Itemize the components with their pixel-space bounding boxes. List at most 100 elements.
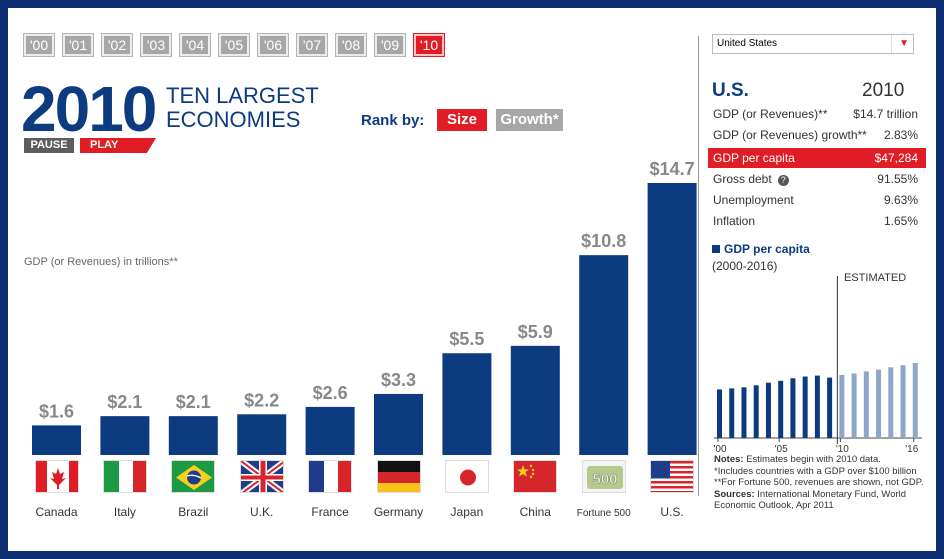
bar[interactable] <box>647 183 697 455</box>
chevron-down-icon: ▼ <box>899 38 909 49</box>
stat-gdp-growth: GDP (or Revenues) growth** 2.83% <box>708 125 926 145</box>
notes-label: Notes: <box>714 454 744 465</box>
canada-flag-icon[interactable] <box>34 460 79 493</box>
year-tab[interactable]: '10 <box>413 33 445 57</box>
italy-flag-icon[interactable] <box>102 460 147 493</box>
stat-label: GDP (or Revenues)** <box>713 107 828 121</box>
japan-flag-icon[interactable] <box>444 460 489 493</box>
mini-chart-bar <box>851 373 857 438</box>
country-label: Italy <box>114 505 136 519</box>
bar[interactable] <box>32 425 81 455</box>
stat-label: Gross debt? <box>713 172 789 186</box>
sources: Sources: International Monetary Fund, Wo… <box>714 489 926 512</box>
bar-value-label: $2.2 <box>244 390 279 410</box>
bar[interactable] <box>305 406 355 455</box>
gdp-axis-label: GDP (or Revenues) in trillions** <box>24 256 178 268</box>
country-label: Brazil <box>178 505 208 519</box>
year-tab[interactable]: '08 <box>335 33 367 57</box>
year-tab[interactable]: '03 <box>140 33 172 57</box>
bar[interactable] <box>374 393 423 455</box>
stat-label-text: Gross debt <box>713 172 772 186</box>
mini-chart-bar <box>753 385 759 438</box>
country-label: France <box>311 505 349 519</box>
year-tab[interactable]: '01 <box>62 33 94 57</box>
select-arrow-box <box>891 35 913 53</box>
bar[interactable] <box>442 353 492 455</box>
stat-gross-debt[interactable]: Gross debt? 91.55% <box>708 169 926 189</box>
country-label: U.K. <box>250 505 273 519</box>
pause-button[interactable]: PAUSE <box>24 138 74 153</box>
year-tab[interactable]: '02 <box>101 33 133 57</box>
sources-text: International Monetary Fund, World Econo… <box>714 488 907 512</box>
stat-gdp-per-capita[interactable]: GDP per capita $47,284 <box>708 148 926 168</box>
country-label: Japan <box>451 505 484 519</box>
bar-value-label: $2.1 <box>176 392 211 412</box>
rank-growth-button[interactable]: Growth* <box>496 109 563 131</box>
bar[interactable] <box>100 416 150 455</box>
us-flag-icon[interactable] <box>650 460 695 493</box>
mini-chart-bar <box>790 378 796 438</box>
mini-chart-bar <box>827 377 833 438</box>
mini-chart-tick-label: '05 <box>775 444 788 455</box>
stat-inflation[interactable]: Inflation 1.65% <box>708 211 926 231</box>
mini-chart-bar <box>741 387 747 438</box>
country-label: Fortune 500 <box>577 508 631 519</box>
year-tab[interactable]: '09 <box>374 33 406 57</box>
bar-value-label: $14.7 <box>650 159 695 179</box>
country-select[interactable]: United States ▼ <box>712 34 914 54</box>
year-tab[interactable]: '00 <box>23 33 55 57</box>
bar-value-label: $5.5 <box>449 329 484 349</box>
year-tab[interactable]: '07 <box>296 33 328 57</box>
stat-value: 91.55% <box>877 172 918 186</box>
notes-line-2: *Includes countries with a GDP over $100… <box>714 465 917 477</box>
mini-chart-range: (2000-2016) <box>712 259 778 273</box>
notes-text: Estimates begin with 2010 data. <box>746 454 881 465</box>
stat-value: 9.63% <box>883 193 918 207</box>
year-tab[interactable]: '04 <box>179 33 211 57</box>
mini-chart-tick-label: '00 <box>713 444 726 455</box>
country-label: Canada <box>35 505 77 519</box>
estimated-label: ESTIMATED <box>844 272 907 284</box>
bar[interactable] <box>510 345 560 455</box>
bar-value-label: $2.6 <box>313 383 348 403</box>
mini-chart-bar <box>863 371 869 438</box>
mini-chart-tick-label: '10 <box>836 444 849 455</box>
bar[interactable] <box>237 414 287 455</box>
play-button[interactable]: PLAY <box>80 138 156 153</box>
panel-year: 2010 <box>862 80 905 101</box>
germany-flag-icon[interactable] <box>376 460 421 493</box>
uk-flag-icon[interactable] <box>239 460 284 493</box>
brazil-flag-icon[interactable] <box>171 460 216 493</box>
country-select-value: United States <box>717 38 778 49</box>
year-tab[interactable]: '05 <box>218 33 250 57</box>
mini-chart-bar <box>900 365 906 438</box>
stat-value: 2.83% <box>883 128 918 142</box>
country-label: China <box>520 505 552 519</box>
info-icon[interactable]: ? <box>777 175 789 186</box>
mini-chart-bar <box>778 380 784 438</box>
stat-value: $14.7 trillion <box>853 107 918 121</box>
mini-chart-bar <box>802 376 808 438</box>
stat-label: Unemployment <box>713 193 794 207</box>
rank-by-label: Rank by: <box>361 112 425 129</box>
notes-line-1: Notes: Estimates begin with 2010 data. <box>714 454 926 466</box>
mini-chart-bar <box>839 374 845 438</box>
bar[interactable] <box>579 255 629 455</box>
rank-size-button[interactable]: Size <box>437 109 487 131</box>
stat-unemployment[interactable]: Unemployment 9.63% <box>708 190 926 210</box>
france-flag-icon[interactable] <box>308 460 353 493</box>
panel-divider <box>698 36 699 496</box>
fortune-500-logo-icon[interactable]: 500 <box>581 460 626 493</box>
stat-label: GDP (or Revenues) growth** <box>713 128 867 142</box>
bar[interactable] <box>168 416 218 455</box>
bar-value-label: $5.9 <box>518 322 553 342</box>
china-flag-icon[interactable] <box>513 460 558 493</box>
headline: TEN LARGEST ECONOMIES <box>166 84 319 132</box>
country-label: U.S. <box>660 505 683 519</box>
svg-text:500: 500 <box>592 471 617 488</box>
mini-chart-title-text: GDP per capita <box>724 242 810 256</box>
stat-value: $47,284 <box>874 151 918 165</box>
legend-square <box>712 245 720 253</box>
year-tab[interactable]: '06 <box>257 33 289 57</box>
